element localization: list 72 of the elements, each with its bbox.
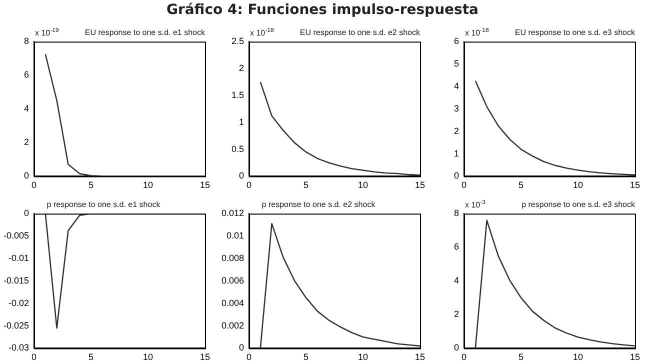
y-tick-label: -0.015 xyxy=(3,275,29,286)
y-tick-label: 1 xyxy=(454,148,459,158)
y-axis-title: x 10$^{-18}$ xyxy=(465,28,489,38)
y-tick-label: -0.02 xyxy=(8,298,29,308)
x-tick-label: 5 xyxy=(88,352,94,362)
y-tick-label: 0 xyxy=(238,342,244,353)
y-tick-label: -0.03 xyxy=(8,342,29,353)
x-tick-label: 0 xyxy=(31,180,37,190)
x-tick-label: 5 xyxy=(518,180,524,190)
x-tick-label: 15 xyxy=(200,180,210,190)
y-tick-label: 4 xyxy=(454,80,459,91)
y-tick-label: 4 xyxy=(454,275,459,286)
x-tick-label: 10 xyxy=(358,180,368,190)
y-tick-label: 8 xyxy=(454,208,459,218)
chart-title: EU response to one s.d. e3 shock xyxy=(514,28,636,38)
text: Gráfico 4: Funciones impulso-respuesta xyxy=(165,2,480,18)
y-tick-label: 2 xyxy=(454,126,459,136)
y-tick-label: 0.012 xyxy=(221,208,244,218)
x-tick-label: 10 xyxy=(358,352,368,362)
y-tick-label: 2 xyxy=(238,63,244,74)
y-tick-label: 0.5 xyxy=(231,144,244,154)
x-tick-label: 5 xyxy=(303,352,309,362)
y-tick-label: 0 xyxy=(454,342,459,353)
x-tick-label: 0 xyxy=(461,180,467,190)
chart-title: EU response to one s.d. e1 shock xyxy=(84,28,206,38)
y-tick-label: 1 xyxy=(238,116,244,127)
y-tick-label: 6 xyxy=(454,36,459,46)
y-tick-label: 0.01 xyxy=(226,230,244,241)
chart-title: p response to one s.d. e3 shock xyxy=(522,200,636,210)
y-tick-label: -0.01 xyxy=(8,252,29,263)
x-tick-label: 5 xyxy=(518,352,524,362)
x-tick-label: 15 xyxy=(630,352,640,362)
y-tick-label: 0.008 xyxy=(221,252,244,263)
x-tick-label: 0 xyxy=(461,352,467,362)
y-tick-label: 0.004 xyxy=(221,298,244,308)
y-tick-label: 0 xyxy=(24,208,29,218)
x-tick-label: 10 xyxy=(572,352,584,362)
y-tick-label: 0 xyxy=(238,170,244,181)
x-tick-label: 0 xyxy=(246,352,252,362)
x-tick-label: 15 xyxy=(414,352,426,362)
y-axis-title: x 10$^{-19}$ xyxy=(35,28,59,38)
x-tick-label: 0 xyxy=(246,180,252,190)
y-axis-title: x 10$^{-3}$ xyxy=(465,200,486,210)
chart-title: p response to one s.d. e1 shock xyxy=(46,200,162,210)
y-tick-label: 1.5 xyxy=(231,90,244,100)
x-tick-label: 15 xyxy=(200,352,210,362)
x-tick-label: 10 xyxy=(142,180,154,190)
y-tick-label: 4 xyxy=(24,103,29,114)
y-tick-label: 0 xyxy=(24,170,29,181)
y-tick-label: -0.005 xyxy=(3,230,29,241)
y-axis-title: x 10$^{-18}$ xyxy=(250,28,274,38)
x-tick-label: 5 xyxy=(303,180,309,190)
y-tick-label: 0.002 xyxy=(221,320,244,330)
y-tick-label: 6 xyxy=(454,242,459,252)
y-tick-label: -0.025 xyxy=(3,320,29,330)
x-tick-label: 0 xyxy=(31,352,37,362)
y-tick-label: 2 xyxy=(24,137,29,148)
y-tick-label: 2.5 xyxy=(231,36,244,46)
x-tick-label: 15 xyxy=(630,180,640,190)
y-tick-label: 0.006 xyxy=(221,275,244,286)
x-tick-label: 15 xyxy=(414,180,426,190)
x-tick-label: 5 xyxy=(88,180,94,190)
y-tick-label: 5 xyxy=(454,58,459,69)
x-tick-label: 10 xyxy=(142,352,154,362)
x-tick-label: 10 xyxy=(572,180,584,190)
chart-title: p response to one s.d. e2 shock xyxy=(262,200,376,210)
y-tick-label: 3 xyxy=(454,103,459,114)
y-tick-label: 8 xyxy=(24,36,29,46)
y-tick-label: 2 xyxy=(454,309,459,320)
y-tick-label: 6 xyxy=(24,70,29,80)
chart-title: EU response to one s.d. e2 shock xyxy=(300,28,421,38)
y-tick-label: 0 xyxy=(454,170,459,181)
